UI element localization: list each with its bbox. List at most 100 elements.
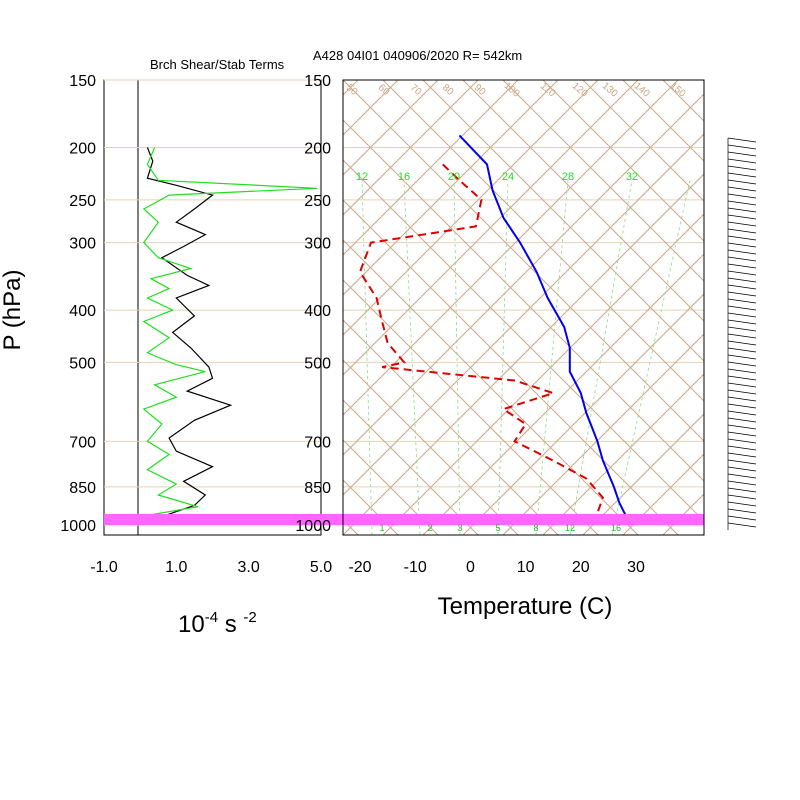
right-x-tick-label: 20	[572, 559, 590, 576]
adiabat-line	[582, 80, 704, 202]
y-tick-label: 850	[304, 480, 331, 497]
y-tick-label: 400	[69, 303, 96, 320]
y-tick-label: 500	[69, 355, 96, 372]
wind-barb	[727, 165, 757, 171]
adiabat-label: 100	[502, 81, 522, 100]
wind-barb	[727, 158, 757, 164]
wind-barb	[727, 473, 757, 479]
y-tick-label: 500	[304, 355, 331, 372]
wind-barb	[727, 354, 757, 360]
adiabat-label: 80	[440, 82, 456, 98]
mixing-ratio-bottom-label: 12	[565, 523, 575, 533]
wind-barb	[727, 284, 757, 290]
shear-term-line	[140, 147, 233, 525]
wind-barb	[727, 305, 757, 311]
left-x-units: 10-4 s -2	[178, 609, 257, 638]
wind-barb	[727, 249, 757, 255]
mixing-ratio-labels: 12 16 20 24 28 321 2 3 5 8 12 16	[356, 171, 638, 533]
wind-barb	[727, 270, 757, 276]
right-x-tick-label: 0	[466, 559, 475, 576]
adiabat-line	[343, 319, 559, 535]
y-ticks: 150 150 200 200 250 250 300 300 400 400 500 500 700 7…	[60, 73, 331, 535]
mixing-ratio-line	[403, 179, 421, 535]
dewpoint-line	[358, 163, 610, 526]
left-x-tick-label: 3.0	[238, 559, 260, 576]
y-tick-label: 300	[304, 236, 331, 253]
left-x-ticks: -1.0 1.0 3.0 5.0	[90, 559, 332, 576]
adiabat-labels: 50 60 70 80 90 100 110 120 130 140 150	[344, 81, 688, 100]
y-tick-label: 150	[69, 73, 96, 90]
mixing-ratio-bottom-label: 2	[427, 523, 432, 533]
isotherm-line	[542, 373, 704, 535]
isotherm-line	[343, 80, 519, 256]
right-x-label: Temperature (C)	[438, 593, 613, 620]
wind-barb	[727, 277, 757, 283]
adiabat-line	[343, 119, 704, 482]
wind-barb	[727, 207, 757, 213]
mixing-ratio-bottom-label: 8	[533, 523, 538, 533]
wind-barb	[727, 151, 757, 157]
adiabat-line	[343, 239, 639, 535]
adiabat-line	[542, 80, 704, 242]
y-tick-label: 150	[304, 73, 331, 90]
adiabat-line	[343, 479, 399, 535]
adiabat-line	[343, 80, 704, 442]
wind-barb	[727, 396, 757, 402]
wind-barb	[727, 291, 757, 297]
y-tick-label: 250	[304, 193, 331, 210]
isotherm-line	[343, 80, 559, 296]
left-series	[140, 147, 318, 525]
surface-layer-highlight	[104, 514, 704, 525]
adiabat-line	[343, 399, 479, 535]
mixing-ratio-line	[453, 179, 461, 535]
adiabat-label: 90	[472, 82, 488, 98]
wind-barb	[727, 172, 757, 178]
isotherm-line	[622, 453, 704, 535]
wind-barb	[727, 298, 757, 304]
wind-barb	[727, 200, 757, 206]
adiabat-label: 60	[376, 82, 392, 98]
y-tick-label: 700	[69, 434, 96, 451]
y-tick-label: 1000	[60, 518, 96, 535]
adiabat-label: 70	[408, 82, 424, 98]
adiabat-label: 130	[600, 81, 620, 100]
wind-barb	[727, 410, 757, 416]
wind-barb	[727, 466, 757, 472]
y-axis-label: P (hPa)	[0, 270, 26, 351]
adiabat-line	[502, 80, 704, 282]
wind-barb	[727, 501, 757, 507]
right-plot-frame	[342, 79, 705, 536]
adiabat-line	[662, 80, 704, 122]
right-panel-title: A428 04I01 040906/2020 R= 542km	[313, 48, 522, 63]
isotherm-line	[343, 80, 399, 136]
adiabat-label: 50	[344, 82, 360, 98]
adiabat-line	[382, 80, 704, 402]
wind-barb	[727, 480, 757, 486]
wind-barb	[727, 515, 757, 521]
mixing-ratio-line	[497, 179, 509, 535]
right-x-tick-label: 10	[517, 559, 535, 576]
right-x-tick-label: 30	[627, 559, 645, 576]
mixing-ratio-label: 32	[626, 171, 638, 183]
wind-barb	[727, 340, 757, 346]
right-x-ticks: -20 -10 0 10 20 30	[348, 559, 645, 576]
wind-barb	[727, 319, 757, 325]
wind-barb	[727, 179, 757, 185]
wind-barb	[727, 487, 757, 493]
isotherm-line	[343, 80, 439, 176]
adiabat-line	[622, 80, 704, 162]
y-tick-label: 200	[69, 140, 96, 157]
adiabat-line	[343, 359, 519, 535]
wind-barb	[727, 228, 757, 234]
mixing-ratio-bottom-label: 3	[457, 523, 462, 533]
mixing-ratio-label: 20	[448, 171, 460, 183]
wind-barb	[727, 459, 757, 465]
adiabat-line	[783, 80, 800, 535]
wind-barb	[727, 494, 757, 500]
left-x-tick-label: 1.0	[165, 559, 187, 576]
wind-barb	[727, 452, 757, 458]
wind-barb	[727, 326, 757, 332]
wind-barb	[727, 445, 757, 451]
y-tick-label: 700	[304, 434, 331, 451]
